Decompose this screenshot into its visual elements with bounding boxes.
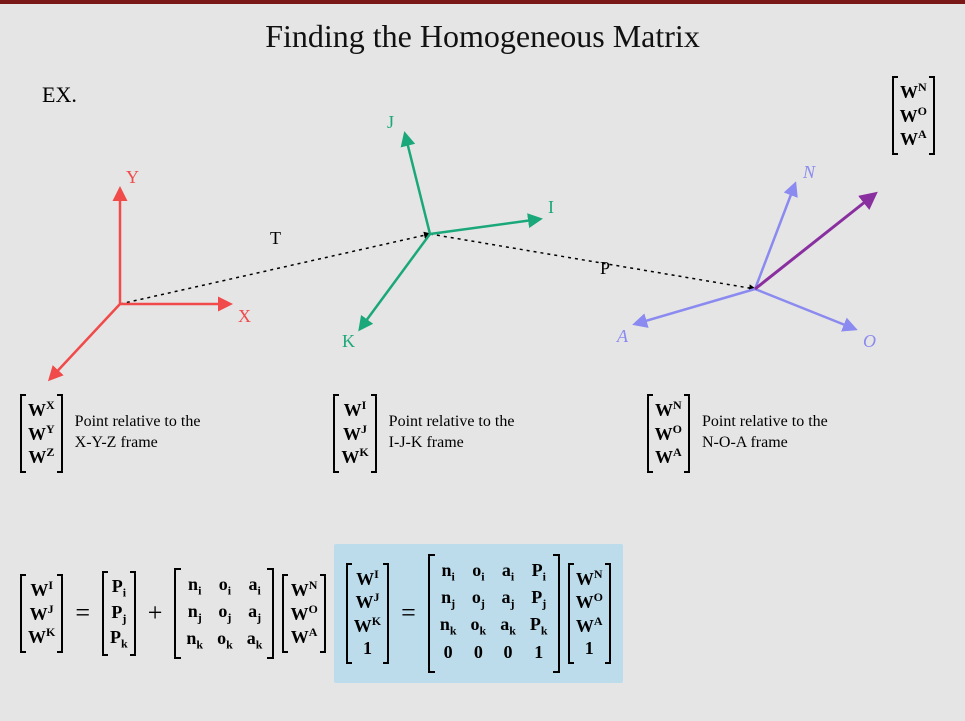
- svg-text:T: T: [270, 228, 281, 248]
- point-vector: WNWOWA: [647, 394, 690, 473]
- wijk-homogeneous-vector: WIWJWK1: [346, 563, 389, 664]
- description-text: Point relative to theI-J-K frame: [389, 412, 515, 454]
- wnoa-homogeneous-vector: WNWOWA1: [568, 563, 611, 664]
- equation-affine: WIWJWK = PiPjPk +nioiainjojajnkokakWNWOWA: [20, 568, 326, 660]
- wnoa-vector: WNWOWA: [282, 574, 325, 653]
- svg-text:I: I: [548, 197, 554, 217]
- svg-text:K: K: [342, 331, 355, 351]
- vector-row: WN: [900, 80, 927, 104]
- svg-text:A: A: [616, 326, 629, 346]
- operator: =: [71, 598, 94, 628]
- operator: +: [144, 598, 167, 628]
- coordinate-frames-diagram: T P X Y Z I J K N O A: [0, 114, 965, 384]
- example-label: EX.: [42, 82, 77, 108]
- svg-text:X: X: [238, 306, 251, 326]
- svg-text:Z: Z: [32, 381, 43, 384]
- operator: =: [397, 598, 420, 628]
- equations-row: WIWJWK = PiPjPk +nioiainjojajnkokakWNWOWA W…: [20, 544, 960, 683]
- homogeneous-matrix: nioiaiPinjojajPjnkokakPk0001: [428, 554, 560, 673]
- svg-text:P: P: [600, 258, 610, 278]
- slide-title: Finding the Homogeneous Matrix: [0, 18, 965, 55]
- svg-text:Y: Y: [126, 167, 139, 187]
- vector-row: WA: [900, 127, 927, 151]
- frame-description: WNWOWA Point relative to theN-O-A frame: [647, 394, 940, 473]
- rotation-matrix: nioiainjojajnkokak: [174, 568, 274, 660]
- noa-vector-display: WNWOWA: [892, 76, 935, 155]
- point-vector: WXWYWZ: [20, 394, 63, 473]
- description-text: Point relative to theX-Y-Z frame: [75, 412, 201, 454]
- frame-description: WXWYWZ Point relative to theX-Y-Z frame: [20, 394, 313, 473]
- slide: Finding the Homogeneous Matrix EX. T P X Y Z…: [0, 0, 965, 721]
- equation-homogeneous: WIWJWK1 = nioiaiPinjojajPjnkokakPk0001WNWO…: [334, 544, 623, 683]
- svg-text:J: J: [387, 114, 394, 132]
- description-row: WXWYWZ Point relative to theX-Y-Z frame WI…: [20, 394, 940, 473]
- wijk-vector: WIWJWK: [20, 574, 63, 653]
- vector-row: WO: [900, 104, 927, 128]
- svg-text:O: O: [863, 331, 876, 351]
- p-vector: PiPjPk: [102, 571, 136, 656]
- point-vector: WIWJWK: [333, 394, 376, 473]
- svg-text:N: N: [802, 162, 816, 182]
- frame-description: WIWJWK Point relative to theI-J-K frame: [333, 394, 626, 473]
- description-text: Point relative to theN-O-A frame: [702, 412, 828, 454]
